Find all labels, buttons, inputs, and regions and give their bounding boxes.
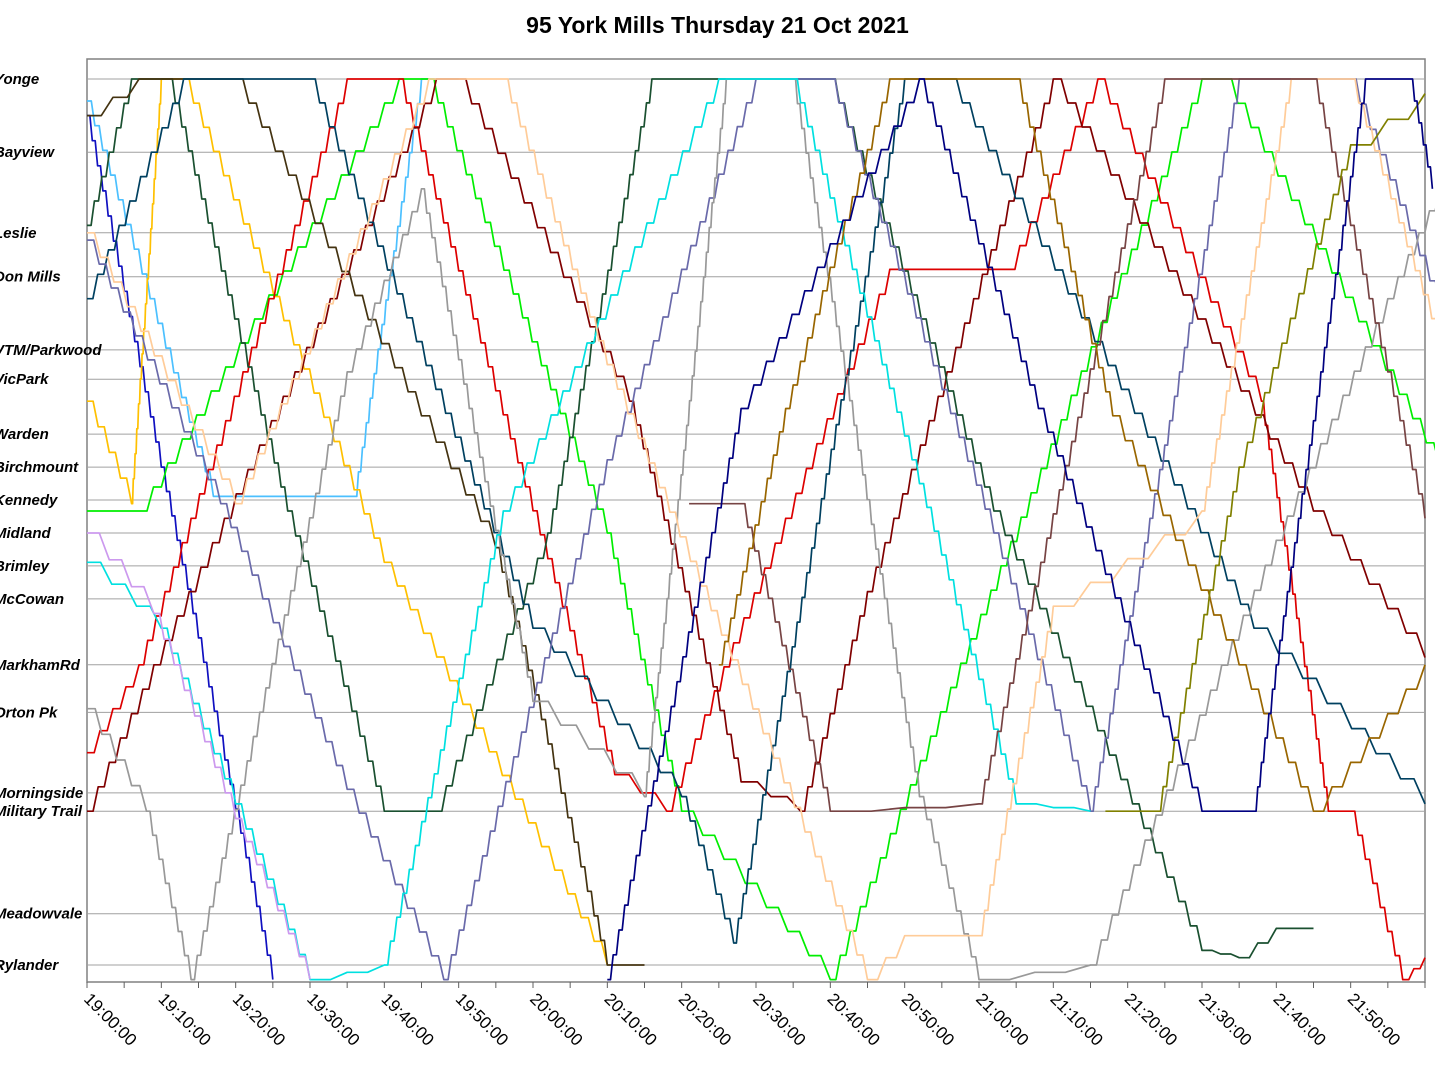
stop-label: VicPark xyxy=(0,371,49,388)
stop-label: VTM/Parkwood xyxy=(0,342,102,359)
x-tick-label: 20:50:00 xyxy=(898,989,958,1049)
x-tick-label: 19:00:00 xyxy=(80,989,140,1049)
stop-label: Kennedy xyxy=(0,492,58,509)
bus-trip-line xyxy=(87,532,311,980)
x-tick-label: 20:10:00 xyxy=(601,989,661,1049)
bus-trip-line xyxy=(87,78,1426,944)
x-tick-label: 21:40:00 xyxy=(1270,989,1330,1049)
x-tick-label: 19:20:00 xyxy=(229,989,289,1049)
bus-trip-line xyxy=(87,78,1435,981)
stop-label: Orton Pk xyxy=(0,704,58,721)
x-tick-label: 20:40:00 xyxy=(824,989,884,1049)
stop-label: McCowan xyxy=(0,591,64,608)
bus-trip-line xyxy=(87,78,609,966)
stop-label: Birchmount xyxy=(0,459,79,476)
stop-label: Morningside xyxy=(0,785,83,802)
x-tick-label: 21:50:00 xyxy=(1344,989,1404,1049)
stop-label: Warden xyxy=(0,426,49,443)
bus-trip-line xyxy=(87,78,1435,981)
bus-trip-line xyxy=(87,78,1314,959)
x-tick-label: 21:10:00 xyxy=(1047,989,1107,1049)
bus-trip-line xyxy=(689,78,1426,813)
x-tick-label: 21:30:00 xyxy=(1195,989,1255,1049)
x-tick-label: 20:00:00 xyxy=(526,989,586,1049)
x-tick-label: 19:30:00 xyxy=(303,989,363,1049)
stop-label: Meadowvale xyxy=(0,906,82,923)
bus-trip-line xyxy=(87,78,1435,981)
stop-label: MarkhamRd xyxy=(0,657,81,674)
stop-label: Midland xyxy=(0,525,51,542)
bus-trip-line xyxy=(87,78,1435,981)
series-group xyxy=(87,78,1435,981)
stop-label: Leslie xyxy=(0,225,37,242)
stop-labels: Yonge Bayview Leslie Don Mills VTM/Parkwood V… xyxy=(0,71,102,974)
bus-trip-line xyxy=(1105,93,1426,813)
x-tick-label: 20:20:00 xyxy=(675,989,735,1049)
x-tick-label: 19:40:00 xyxy=(378,989,438,1049)
chart-title: 95 York Mills Thursday 21 Oct 2021 xyxy=(526,12,909,38)
x-tick-label: 20:30:00 xyxy=(749,989,809,1049)
bus-trip-line xyxy=(87,78,1091,981)
bus-trip-line xyxy=(87,78,1426,813)
stop-label: Rylander xyxy=(0,957,59,974)
bus-trip-line xyxy=(607,78,1434,981)
bus-trip-line xyxy=(718,78,1426,813)
x-tick-label: 21:20:00 xyxy=(1121,989,1181,1049)
stop-label: Don Mills xyxy=(0,269,61,286)
stop-label: Military Trail xyxy=(0,803,83,820)
bus-trip-line xyxy=(87,78,459,498)
x-axis: 19:00:00 19:10:00 19:20:00 19:30:00 19:40:00… xyxy=(80,982,1426,1050)
stop-label: Yonge xyxy=(0,71,39,88)
x-tick-label: 21:00:00 xyxy=(972,989,1032,1049)
x-tick-label: 19:50:00 xyxy=(452,989,512,1049)
stop-label: Brimley xyxy=(0,558,50,575)
bus-trip-line xyxy=(87,78,645,966)
x-tick-label: 19:10:00 xyxy=(155,989,215,1049)
stop-label: Bayview xyxy=(0,144,55,161)
bus-trip-line xyxy=(87,114,274,980)
